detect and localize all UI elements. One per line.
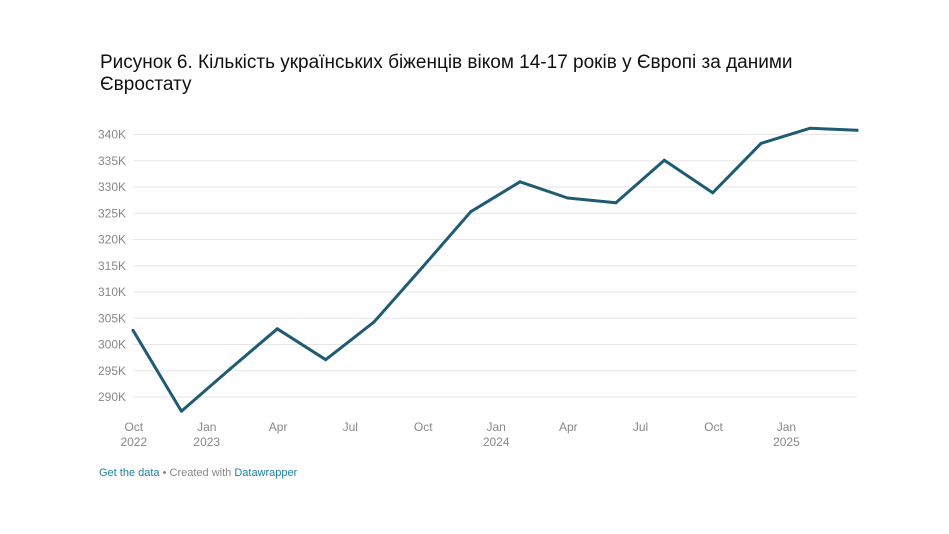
x-tick-label: Oct (414, 420, 433, 434)
x-tick-label-line: 2022 (120, 435, 147, 449)
x-tick-label: Jul (343, 420, 358, 434)
data-point (229, 367, 233, 371)
x-tick-label-line: Jan (197, 420, 216, 434)
data-point (662, 158, 666, 162)
y-tick-label: 290K (98, 390, 126, 404)
y-tick-label: 335K (98, 154, 126, 168)
x-tick-label: Apr (559, 420, 578, 434)
data-point (420, 265, 424, 269)
data-point (372, 320, 376, 324)
x-tick-label: Jul (633, 420, 648, 434)
datawrapper-link[interactable]: Datawrapper (234, 467, 298, 479)
series (131, 126, 859, 413)
x-tick-label-line: Apr (269, 420, 288, 434)
y-tick-label: 300K (98, 338, 126, 352)
data-point (518, 180, 522, 184)
data-point (759, 141, 763, 145)
y-axis-ticks: 290K 295K 300K 305K 310K 315K 320K 325K 330K 335K… (98, 128, 126, 405)
y-tick-label: 340K (98, 128, 126, 142)
series-line (131, 126, 859, 413)
data-point (275, 327, 279, 331)
x-tick-label-line: Apr (559, 420, 578, 434)
x-tick-label-line: Jan (777, 420, 796, 434)
data-point (179, 409, 183, 413)
x-tick-label: Oct (704, 420, 723, 434)
y-tick-label: 295K (98, 364, 126, 378)
x-tick-label: Jan 2023 (193, 420, 220, 449)
y-tick-label: 315K (98, 259, 126, 273)
data-point (855, 128, 859, 132)
chart-title: Рисунок 6. Кількість українських біженці… (100, 52, 793, 95)
x-tick-label-line: 2024 (483, 435, 510, 449)
x-tick-label: Oct 2022 (120, 420, 147, 449)
data-point (566, 196, 570, 200)
x-tick-label-line: 2023 (193, 435, 220, 449)
data-point (808, 126, 812, 130)
grid (133, 134, 857, 398)
x-tick-label: Apr (269, 420, 288, 434)
data-point (614, 201, 618, 205)
get-the-data-link[interactable]: Get the data (99, 467, 160, 479)
x-tick-label: Jan 2024 (483, 420, 510, 449)
x-tick-label: Jan 2025 (773, 420, 800, 449)
data-point (324, 358, 328, 362)
data-point (711, 191, 715, 195)
y-tick-label: 325K (98, 206, 126, 220)
data-point (131, 328, 135, 332)
x-tick-label-line: Oct (704, 420, 723, 434)
x-tick-label-line: Jan (487, 420, 506, 434)
x-tick-label-line: Jul (633, 420, 648, 434)
y-tick-label: 310K (98, 285, 126, 299)
x-tick-label-line: Oct (414, 420, 433, 434)
footer-separator: • Created with (159, 467, 235, 479)
chart-footer: Get the data • Created with Datawrapper (99, 467, 297, 479)
y-tick-label: 330K (98, 180, 126, 194)
y-tick-label: 305K (98, 311, 126, 325)
x-tick-label-line: Oct (124, 420, 143, 434)
x-tick-label-line: 2025 (773, 435, 800, 449)
y-tick-label: 320K (98, 233, 126, 247)
x-tick-label-line: Jul (343, 420, 358, 434)
data-point (469, 210, 473, 214)
